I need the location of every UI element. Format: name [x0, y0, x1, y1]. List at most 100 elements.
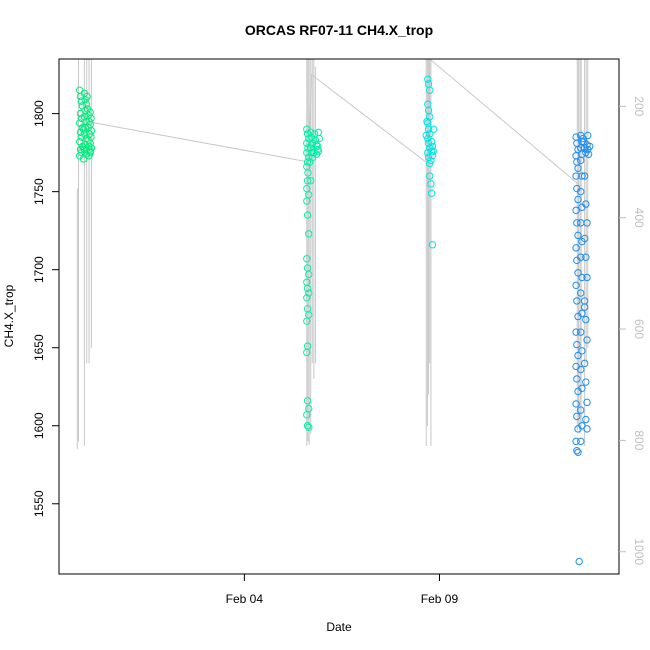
data-point	[582, 315, 590, 324]
right-tick-label: 400	[632, 208, 646, 228]
y-tick-label: 1600	[32, 412, 46, 439]
data-point	[80, 113, 89, 121]
data-point	[577, 156, 585, 165]
data-point	[426, 159, 434, 168]
data-point	[586, 142, 594, 151]
data-point	[573, 297, 581, 305]
data-point	[429, 125, 438, 133]
data-point	[580, 359, 589, 368]
data-point	[79, 144, 88, 152]
data-point	[577, 365, 585, 374]
data-point	[578, 384, 586, 392]
data-point	[303, 139, 311, 147]
data-point	[307, 128, 315, 137]
x-axis-label: Date	[326, 620, 352, 634]
data-point	[307, 177, 315, 185]
x-tick-label: Feb 04	[226, 592, 264, 606]
data-point	[303, 317, 311, 325]
data-point	[582, 415, 590, 424]
data-point	[574, 231, 582, 240]
data-point	[303, 148, 311, 157]
data-point	[85, 152, 93, 160]
data-point	[303, 411, 311, 419]
data-point	[583, 398, 591, 407]
data-point	[572, 437, 580, 446]
data-point	[583, 219, 591, 227]
data-point	[305, 230, 313, 238]
y-tick-label: 1550	[32, 490, 46, 517]
data-point	[574, 164, 582, 172]
right-tick-label: 1000	[632, 538, 646, 565]
data-point	[578, 172, 586, 180]
data-point	[428, 152, 437, 160]
data-point	[303, 211, 312, 219]
data-point	[578, 273, 586, 282]
x-tick-label: Feb 09	[421, 592, 459, 606]
right-tick-label: 200	[632, 96, 646, 116]
y-tick-label: 1750	[32, 178, 46, 205]
data-point	[314, 147, 323, 155]
data-point	[584, 150, 593, 158]
data-point	[86, 148, 94, 157]
data-point	[580, 303, 589, 311]
right-axis: 200 400 600 800 1000	[619, 96, 646, 565]
data-point	[578, 309, 586, 318]
data-point	[573, 340, 581, 349]
y-axis: 1550 1600 1650 1700 1750 1800	[32, 100, 59, 517]
data-point	[424, 125, 433, 133]
data-point	[304, 169, 312, 177]
y-axis-label: CH4.X_trop	[2, 284, 16, 347]
data-point	[573, 412, 581, 421]
right-tick-label: 600	[632, 319, 646, 339]
data-point	[574, 351, 582, 360]
y-tick-label: 1700	[32, 256, 46, 283]
data-point	[87, 144, 96, 152]
data-point	[303, 284, 312, 293]
data-point	[303, 255, 311, 263]
data-points	[75, 75, 594, 566]
data-point	[307, 148, 316, 157]
data-point	[578, 347, 586, 355]
data-point	[426, 86, 434, 94]
data-point	[307, 141, 316, 149]
data-point	[424, 75, 432, 83]
data-point	[574, 269, 582, 277]
plot-frame	[58, 58, 620, 575]
data-point	[303, 177, 312, 185]
data-point	[573, 219, 581, 227]
data-point	[577, 253, 585, 261]
data-point	[305, 270, 313, 279]
profile-connector-line	[86, 57, 579, 185]
data-point	[303, 348, 311, 357]
data-point	[572, 172, 580, 180]
data-point	[572, 328, 580, 336]
y-tick-label: 1800	[32, 100, 46, 127]
data-point	[577, 328, 585, 336]
data-point	[574, 195, 582, 204]
data-point	[427, 180, 435, 188]
data-point	[577, 187, 585, 196]
data-point	[310, 148, 318, 157]
data-point	[427, 138, 436, 146]
data-point	[582, 378, 590, 386]
data-point	[577, 406, 585, 414]
right-tick-label: 800	[632, 430, 646, 450]
data-point	[428, 241, 437, 249]
data-point	[583, 273, 591, 282]
data-point	[86, 139, 94, 147]
data-point	[573, 375, 581, 383]
data-point	[303, 294, 311, 302]
data-point	[580, 234, 589, 243]
data-point	[427, 156, 435, 165]
data-point	[579, 134, 587, 143]
data-point	[580, 172, 589, 180]
data-point	[572, 400, 580, 408]
data-point	[423, 117, 431, 126]
data-point	[582, 200, 590, 208]
data-point	[574, 448, 582, 456]
profile-lines	[76, 57, 589, 450]
data-point	[572, 206, 580, 215]
data-point	[305, 289, 313, 297]
data-point	[429, 147, 437, 155]
data-point	[573, 447, 581, 455]
